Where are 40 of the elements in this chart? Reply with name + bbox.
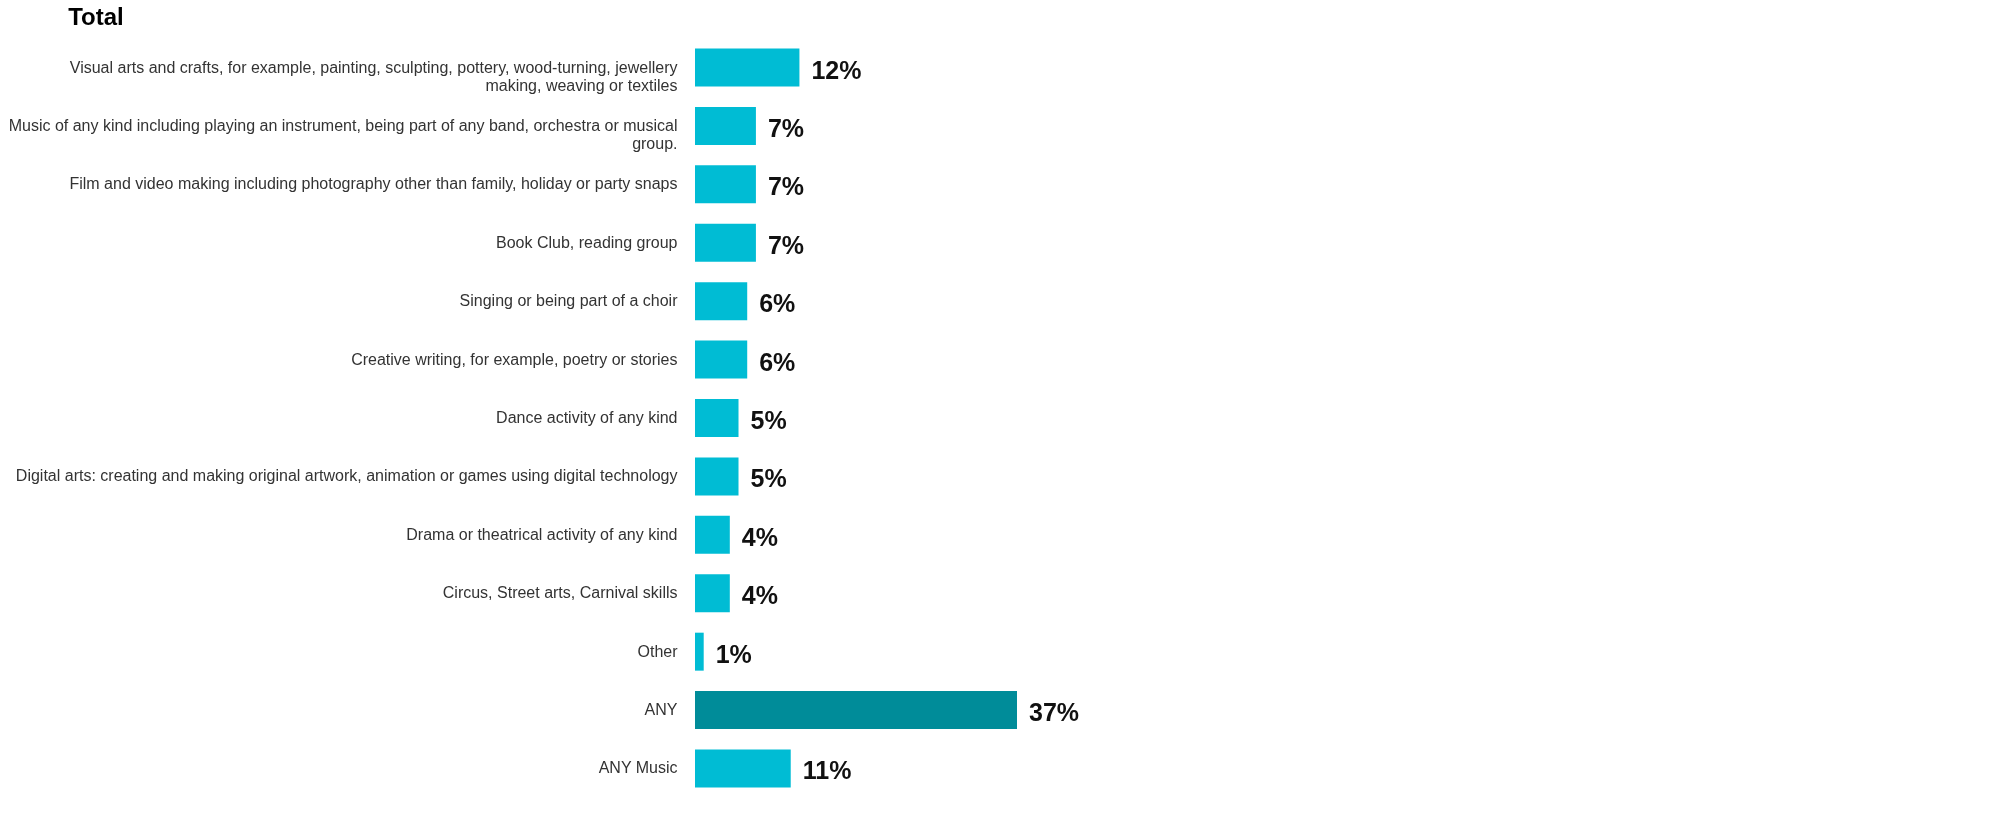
bar bbox=[695, 632, 704, 671]
bar bbox=[695, 282, 748, 321]
y-tick-label: Drama or theatrical activity of any kind bbox=[406, 525, 678, 543]
bar bbox=[695, 223, 756, 262]
data-label: 5% bbox=[750, 406, 787, 434]
data-label: 4% bbox=[741, 581, 778, 610]
data-label: 6% bbox=[759, 347, 796, 376]
y-tick-label: Singing or being part of a choir bbox=[459, 292, 679, 310]
text: Total bbox=[68, 3, 124, 30]
bar bbox=[695, 106, 756, 145]
y-tick-label: ANY Music bbox=[598, 759, 678, 777]
data-label: 12% bbox=[811, 55, 862, 84]
y-tick-label: Other bbox=[637, 642, 679, 660]
data-label: 7% bbox=[767, 172, 805, 201]
data-label: 6% bbox=[759, 289, 796, 318]
bar bbox=[695, 48, 800, 87]
y-tick-label: Music of any kind including playing an instrument, being part of any band, orchestra or musical group. bbox=[8, 116, 678, 152]
data-label: 5% bbox=[750, 464, 787, 493]
bar bbox=[695, 515, 730, 554]
data-label: 11% bbox=[802, 756, 852, 785]
bar bbox=[695, 457, 739, 496]
data-label: 4% bbox=[741, 522, 778, 551]
bar bbox=[695, 574, 730, 613]
y-tick-label: Dance activity of any kind bbox=[496, 409, 678, 426]
y-tick-label: Creative writing, for example, poetry or stories bbox=[351, 350, 678, 368]
bar bbox=[695, 691, 1017, 730]
data-label: 1% bbox=[715, 639, 752, 668]
bar bbox=[695, 340, 748, 379]
bar bbox=[695, 165, 756, 204]
y-tick-label: Film and video making including photography other than family, holiday or party snaps bbox=[69, 175, 678, 193]
y-tick-label: Book Club, reading group bbox=[496, 233, 678, 251]
data-label: 37% bbox=[1029, 698, 1080, 727]
bar bbox=[695, 749, 791, 788]
y-tick-label: Digital arts: creating and making original artwork, animation or games using digital technology bbox=[15, 467, 678, 485]
data-label: 7% bbox=[767, 230, 805, 259]
bar bbox=[695, 399, 739, 437]
y-tick-label: Circus, Street arts, Carnival skills bbox=[442, 584, 678, 602]
data-label: 7% bbox=[767, 113, 805, 142]
y-tick-label: Visual arts and crafts, for example, painting, sculpting, pottery, wood-turning, jewellery making, weaving or textiles bbox=[69, 58, 678, 94]
y-tick-label: ANY bbox=[644, 701, 678, 719]
